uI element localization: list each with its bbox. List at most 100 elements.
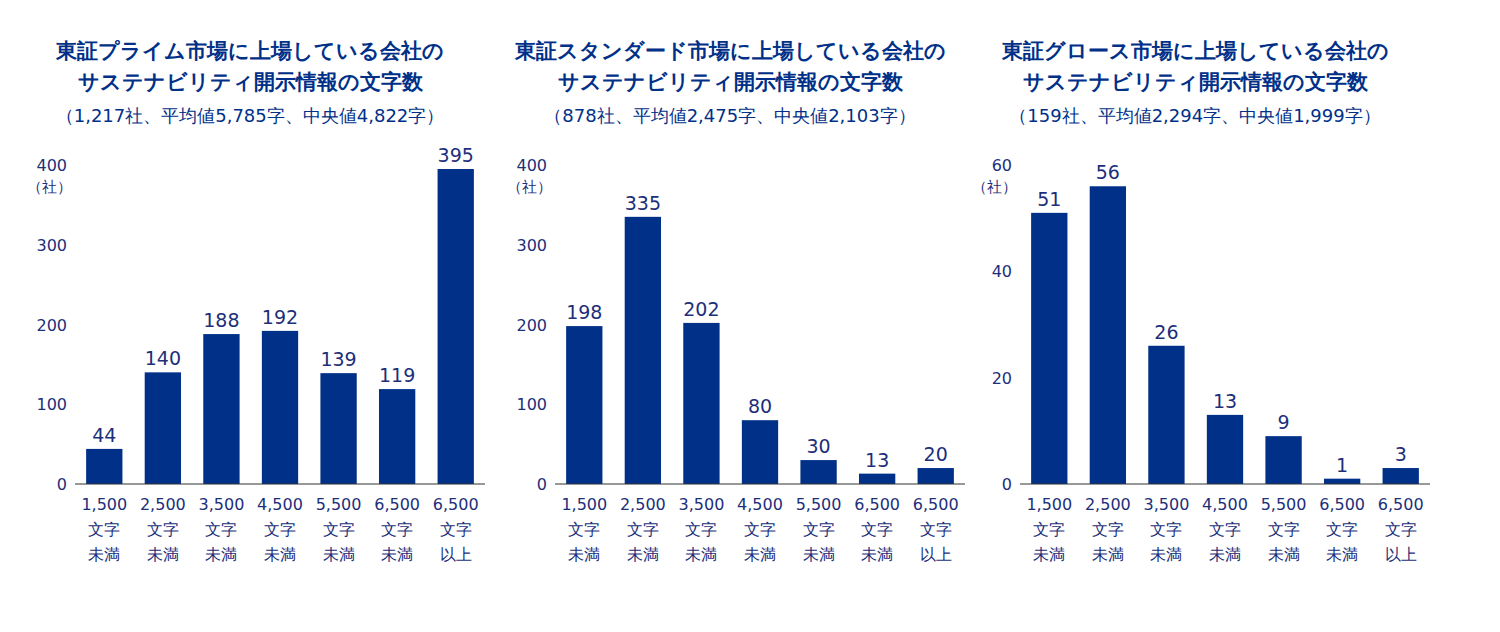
data-label: 198 <box>566 301 602 323</box>
x-tick-label: 6,500文字未満 <box>854 495 900 564</box>
bar <box>262 331 298 484</box>
x-tick-label: 3,500文字未満 <box>199 495 245 564</box>
x-tick-line: 未満 <box>1092 545 1124 564</box>
x-tick-line: 文字 <box>627 520 659 539</box>
x-tick-label: 2,500 文字未満 <box>620 495 666 564</box>
y-tick-label: 0 <box>537 475 547 494</box>
data-label: 335 <box>625 192 661 214</box>
x-tick-line: 未満 <box>803 545 835 564</box>
x-tick-line: 2,500 <box>620 495 666 514</box>
chart-panel: 東証プライム市場に上場している会社のサステナビリティ開示情報の文字数（1,217… <box>27 39 486 564</box>
y-tick-label: 0 <box>1002 475 1012 494</box>
chart-panel: 東証グロース市場に上場している会社のサステナビリティ開示情報の文字数（159社、… <box>972 39 1431 564</box>
x-axis-line <box>1020 484 1430 485</box>
bar <box>625 217 661 484</box>
bars <box>86 169 474 484</box>
x-tick-label: 4,500 文字未満 <box>257 495 303 564</box>
bars <box>566 217 954 484</box>
x-tick-label: 6,500 文字以上 <box>1378 495 1424 564</box>
data-label: 202 <box>683 298 719 320</box>
data-label: 44 <box>92 424 116 446</box>
x-tick-line: 以上 <box>1385 545 1417 564</box>
x-tick-line: 4,500 <box>257 495 303 514</box>
x-tick-line: 未満 <box>1326 545 1358 564</box>
x-tick-line: 文字 <box>1268 520 1300 539</box>
x-tick-line: 5,500 <box>796 495 842 514</box>
x-tick-line: 文字 <box>264 520 296 539</box>
bars <box>1031 186 1419 484</box>
bar <box>438 169 474 484</box>
x-tick-line: 2,500 <box>140 495 186 514</box>
bar <box>379 389 415 484</box>
data-label: 188 <box>203 309 239 331</box>
y-tick-label: 0 <box>57 475 67 494</box>
x-tick-line: 未満 <box>147 545 179 564</box>
x-tick-line: 6,500 <box>1319 495 1365 514</box>
x-tick-line: 1,500 <box>1026 495 1072 514</box>
data-label: 26 <box>1154 321 1178 343</box>
x-tick-line: 未満 <box>627 545 659 564</box>
x-tick-line: 5,500 <box>316 495 362 514</box>
y-tick-label: 400 <box>516 156 547 175</box>
chart-subtitle: （878社、平均値2,475字、中央値2,103字） <box>544 105 915 126</box>
x-tick-line: 文字 <box>568 520 600 539</box>
data-label: 9 <box>1278 411 1290 433</box>
data-label: 56 <box>1096 161 1120 183</box>
y-tick-label: 400 <box>36 156 67 175</box>
bar <box>1148 346 1184 484</box>
data-label: 13 <box>1213 390 1237 412</box>
x-tick-label: 6,500文字以上 <box>913 495 959 564</box>
chart-title: サステナビリティ開示情報の文字数 <box>78 70 424 94</box>
x-tick-line: 3,500 <box>199 495 245 514</box>
x-tick-label: 1,500 文字未満 <box>1026 495 1072 564</box>
y-tick-label: 100 <box>36 395 67 414</box>
x-tick-line: 文字 <box>1033 520 1065 539</box>
bar <box>859 474 895 484</box>
y-axis-label: （社） <box>27 178 72 196</box>
x-tick-line: 文字 <box>88 520 120 539</box>
chart-title: 東証スタンダード市場に上場している会社の <box>514 39 946 63</box>
x-axis-line <box>555 484 965 485</box>
chart-subtitle: （159社、平均値2,294字、中央値1,999字） <box>1009 105 1380 126</box>
x-tick-line: 文字 <box>1092 520 1124 539</box>
chart-panel: 東証スタンダード市場に上場している会社のサステナビリティ開示情報の文字数（878… <box>507 39 966 564</box>
x-tick-label: 1,500文字未満 <box>81 495 127 564</box>
y-tick-label: 200 <box>516 316 547 335</box>
bar <box>742 420 778 484</box>
bar <box>320 373 356 484</box>
data-label: 140 <box>145 347 181 369</box>
bar <box>1265 436 1301 484</box>
data-label: 139 <box>320 348 356 370</box>
y-tick-label: 20 <box>992 369 1012 388</box>
x-tick-line: 未満 <box>264 545 296 564</box>
x-tick-line: 文字 <box>1385 520 1417 539</box>
x-tick-line: 未満 <box>1268 545 1300 564</box>
bar <box>1090 186 1126 484</box>
x-tick-line: 文字 <box>803 520 835 539</box>
x-tick-label: 2,500文字未満 <box>1085 495 1131 564</box>
x-tick-line: 文字 <box>381 520 413 539</box>
x-tick-line: 文字 <box>205 520 237 539</box>
x-tick-line: 文字 <box>440 520 472 539</box>
x-tick-line: 文字 <box>1150 520 1182 539</box>
x-tick-label: 3,500文字未満 <box>679 495 725 564</box>
bar <box>1383 468 1419 484</box>
x-tick-line: 未満 <box>1150 545 1182 564</box>
x-tick-line: 未満 <box>568 545 600 564</box>
bar <box>918 468 954 484</box>
x-tick-line: 6,500 <box>433 495 479 514</box>
x-tick-line: 未満 <box>1033 545 1065 564</box>
x-tick-label: 1,500文字未満 <box>561 495 607 564</box>
x-tick-line: 6,500 <box>1378 495 1424 514</box>
x-tick-line: 未満 <box>1209 545 1241 564</box>
data-label: 3 <box>1395 443 1407 465</box>
x-tick-line: 文字 <box>1326 520 1358 539</box>
bar <box>800 460 836 484</box>
data-label: 395 <box>438 144 474 166</box>
x-tick-label: 4,500文字未満 <box>737 495 783 564</box>
x-tick-line: 未満 <box>685 545 717 564</box>
bar <box>203 334 239 484</box>
y-axis-label: （社） <box>972 178 1017 196</box>
x-tick-label: 6,500文字以上 <box>433 495 479 564</box>
x-tick-line: 以上 <box>920 545 952 564</box>
